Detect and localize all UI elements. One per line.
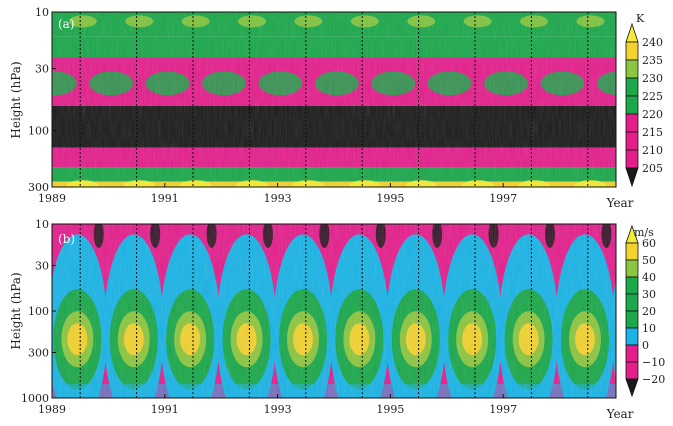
panel-a-xlabel: Year	[606, 196, 634, 210]
panel-a-x-tick-label: 1993	[264, 192, 292, 205]
panel-a-y-ticks: 10 30 100 300	[28, 6, 56, 194]
panel-b-colorbar-segment	[625, 242, 639, 261]
panel-b-x-tick-label: 1997	[489, 403, 517, 416]
panel-a-colorbar-label: 210	[642, 144, 663, 157]
panel-b-y-tick-label: 300	[28, 347, 49, 360]
panel-b-y-tick-label: 1000	[21, 392, 49, 405]
panel-b-colorbar-segment	[625, 276, 639, 295]
panel-a-colorbar-unit: K	[636, 12, 645, 25]
panel-b-x-tick-label: 1991	[151, 403, 179, 416]
panel-b-texture	[52, 224, 616, 398]
panel-b-y-ticks: 10 30 100 300 1000	[21, 218, 56, 405]
panel-a-colorbar-label: 220	[642, 108, 663, 121]
panel-b-colorbar-segment	[625, 327, 639, 346]
panel-a-colorbar-label: 235	[642, 54, 663, 67]
panel-b-colorbar-label: 60	[642, 237, 656, 250]
panel-a-colorbar-label: 225	[642, 90, 663, 103]
panel-a-y-tick-label: 10	[35, 6, 49, 19]
panel-b-colorbar-label: −20	[642, 373, 665, 386]
panel-b-colorbar-segment	[625, 310, 639, 329]
panel-a-colorbar-top-arrow	[625, 22, 639, 43]
panel-a-x-tick-label: 1991	[151, 192, 179, 205]
panel-a-colorbar-segment	[625, 59, 639, 79]
panel-a-x-tick-label: 1995	[376, 192, 404, 205]
panel-a-ylabel: Height (hPa)	[9, 61, 23, 138]
panel-a-x-tick-label: 1997	[489, 192, 517, 205]
panel-a-colorbar-segment	[625, 77, 639, 97]
panel-a-x-tick-label: 1989	[38, 192, 66, 205]
panel-a-colorbar-label: 240	[642, 36, 663, 49]
panel-a-colorbar-segment	[625, 131, 639, 151]
panel-b-ylabel: Height (hPa)	[9, 272, 23, 349]
panel-a-colorbar: 240 235 230 225 220 215 210 205	[625, 22, 663, 188]
panel-b-colorbar-segment	[625, 361, 639, 380]
panel-b-colorbar-segment	[625, 293, 639, 312]
panel-b-xlabel: Year	[606, 407, 634, 421]
panel-a-y-tick-label: 300	[28, 181, 49, 194]
panel-b-colorbar-bottom-arrow	[625, 378, 639, 398]
panel-b-colorbar-unit: m/s	[634, 226, 654, 239]
panel-a-y-tick-label: 30	[35, 63, 49, 76]
panel-b-colorbar-segment	[625, 259, 639, 278]
panel-b-x-tick-label: 1993	[264, 403, 292, 416]
panel-b-x-tick-label: 1995	[376, 403, 404, 416]
panel-a-colorbar-label: 230	[642, 72, 663, 85]
panel-a-colorbar-label: 205	[642, 162, 663, 175]
panel-b-colorbar-label: 30	[642, 288, 656, 301]
panel-a-y-tick-label: 100	[28, 124, 49, 137]
panel-b-x-ticks: 1989 1991 1993 1995 1997	[38, 394, 517, 416]
panel-a-colorbar-bottom-arrow	[625, 167, 639, 188]
panel-b-colorbar-label: 20	[642, 305, 656, 318]
panel-b-colorbar-label: 10	[642, 322, 656, 335]
panel-b-y-tick-label: 30	[35, 260, 49, 273]
panel-b-y-tick-label: 100	[28, 305, 49, 318]
panel-b-x-tick-label: 1989	[38, 403, 66, 416]
panel-a-label: (a)	[58, 17, 75, 31]
panel-a-texture	[52, 12, 616, 187]
panel-b-colorbar-label: 40	[642, 271, 656, 284]
panel-a-colorbar-segment	[625, 149, 639, 169]
panel-b-colorbar-label: 50	[642, 254, 656, 267]
panel-b-colorbar-label: 0	[642, 339, 649, 352]
panel-b-y-tick-label: 10	[35, 218, 49, 231]
panel-b-colorbar-label: −10	[642, 356, 665, 369]
panel-a: (a) 10 30 100 300 1989 1991 1993 1995 1997 Heig…	[9, 6, 663, 210]
panel-a-colorbar-segment	[625, 95, 639, 115]
panel-b-label: (b)	[58, 232, 75, 246]
panel-a-frame	[51, 11, 617, 188]
panel-a-warm-bottom	[631, 180, 663, 190]
panel-b-colorbar: 60 50 40 30 20 10 0 −10 −20	[625, 224, 665, 398]
panel-b-year-lines	[79, 224, 589, 398]
panel-a-colorbar-segment	[625, 113, 639, 133]
panel-a-colorbar-segment	[625, 41, 639, 61]
panel-a-x-ticks: 1989 1991 1993 1995 1997	[38, 183, 517, 205]
panel-a-colorbar-label: 215	[642, 126, 663, 139]
panel-b-colorbar-segment	[625, 344, 639, 363]
panel-a-year-lines	[79, 12, 589, 187]
